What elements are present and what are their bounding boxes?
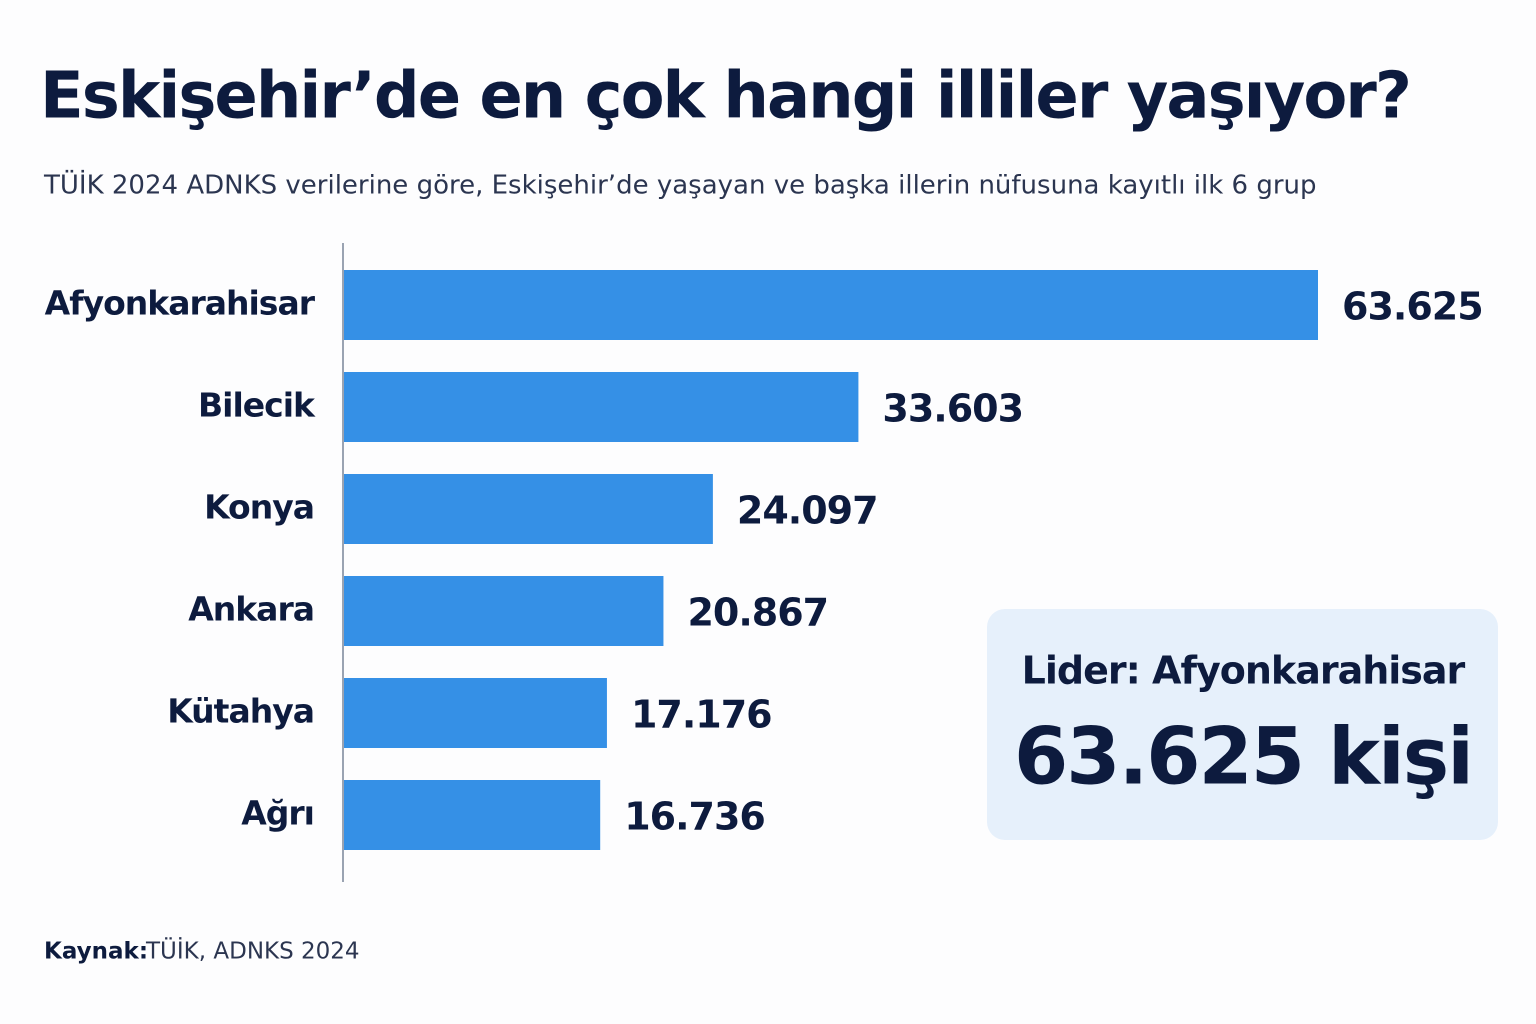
value-label: 63.625 [1342,285,1483,329]
callout-value: 63.625 kişi [1014,712,1472,802]
category-label: Afyonkarahisar [45,284,316,323]
category-label: Kütahya [167,692,314,731]
value-label: 16.736 [624,795,765,839]
chart-subtitle: TÜİK 2024 ADNKS verilerine göre, Eskişeh… [43,169,1317,201]
bar [344,678,607,748]
value-label: 33.603 [882,387,1023,431]
bar [344,270,1318,340]
value-label: 20.867 [687,591,828,635]
category-label: Ağrı [241,794,314,833]
category-label: Ankara [188,590,314,629]
category-label: Konya [204,488,314,527]
callout-box [987,609,1498,840]
bar [344,576,664,646]
chart-title: Eskişehir’de en çok hangi illiler yaşıyo… [40,60,1410,134]
value-label: 24.097 [737,489,878,533]
category-label: Bilecik [198,386,316,425]
callout-label: Lider: Afyonkarahisar [1022,649,1466,693]
value-label: 17.176 [631,693,772,737]
bar [344,474,713,544]
source-label: Kaynak: [44,939,148,965]
source: TÜİK, ADNKS 2024 [145,937,360,965]
bar [344,780,601,850]
bar [344,372,859,442]
